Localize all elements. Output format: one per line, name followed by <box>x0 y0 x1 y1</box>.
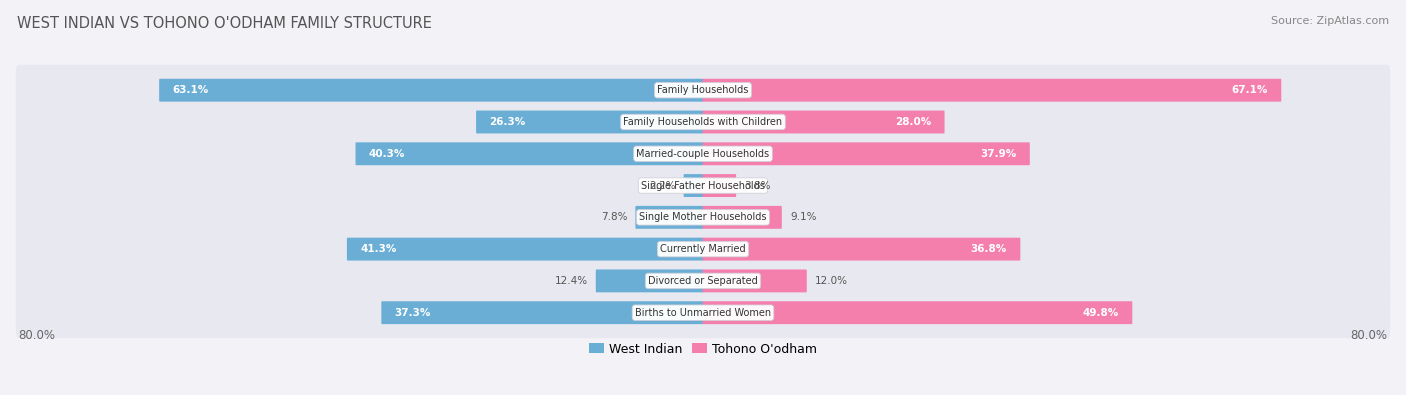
Text: 40.3%: 40.3% <box>368 149 405 159</box>
Text: Single Mother Households: Single Mother Households <box>640 213 766 222</box>
FancyBboxPatch shape <box>159 79 703 102</box>
Text: Source: ZipAtlas.com: Source: ZipAtlas.com <box>1271 16 1389 26</box>
Text: 80.0%: 80.0% <box>1351 329 1388 342</box>
Legend: West Indian, Tohono O'odham: West Indian, Tohono O'odham <box>589 342 817 356</box>
FancyBboxPatch shape <box>15 96 1391 147</box>
Text: 28.0%: 28.0% <box>896 117 931 127</box>
Text: Divorced or Separated: Divorced or Separated <box>648 276 758 286</box>
Text: 7.8%: 7.8% <box>600 213 627 222</box>
Text: 12.0%: 12.0% <box>815 276 848 286</box>
Text: 37.9%: 37.9% <box>980 149 1017 159</box>
FancyBboxPatch shape <box>381 301 703 324</box>
Text: 80.0%: 80.0% <box>18 329 55 342</box>
FancyBboxPatch shape <box>347 238 703 261</box>
FancyBboxPatch shape <box>15 65 1391 116</box>
Text: Family Households: Family Households <box>658 85 748 95</box>
FancyBboxPatch shape <box>703 238 1021 261</box>
FancyBboxPatch shape <box>596 269 703 292</box>
Text: Births to Unmarried Women: Births to Unmarried Women <box>636 308 770 318</box>
Text: 41.3%: 41.3% <box>360 244 396 254</box>
Text: Married-couple Households: Married-couple Households <box>637 149 769 159</box>
FancyBboxPatch shape <box>703 206 782 229</box>
FancyBboxPatch shape <box>703 174 737 197</box>
Text: 49.8%: 49.8% <box>1083 308 1119 318</box>
Text: Single Father Households: Single Father Households <box>641 181 765 190</box>
FancyBboxPatch shape <box>15 192 1391 243</box>
Text: 2.2%: 2.2% <box>650 181 675 190</box>
FancyBboxPatch shape <box>636 206 703 229</box>
FancyBboxPatch shape <box>703 79 1281 102</box>
Text: 12.4%: 12.4% <box>554 276 588 286</box>
Text: WEST INDIAN VS TOHONO O'ODHAM FAMILY STRUCTURE: WEST INDIAN VS TOHONO O'ODHAM FAMILY STR… <box>17 16 432 31</box>
FancyBboxPatch shape <box>356 142 703 165</box>
FancyBboxPatch shape <box>703 301 1132 324</box>
Text: 37.3%: 37.3% <box>395 308 432 318</box>
FancyBboxPatch shape <box>477 111 703 134</box>
FancyBboxPatch shape <box>703 269 807 292</box>
FancyBboxPatch shape <box>15 224 1391 275</box>
Text: 36.8%: 36.8% <box>970 244 1007 254</box>
Text: 3.8%: 3.8% <box>744 181 770 190</box>
FancyBboxPatch shape <box>703 142 1029 165</box>
FancyBboxPatch shape <box>683 174 703 197</box>
FancyBboxPatch shape <box>703 111 945 134</box>
FancyBboxPatch shape <box>15 287 1391 338</box>
Text: Family Households with Children: Family Households with Children <box>623 117 783 127</box>
FancyBboxPatch shape <box>15 128 1391 179</box>
FancyBboxPatch shape <box>15 160 1391 211</box>
Text: Currently Married: Currently Married <box>661 244 745 254</box>
Text: 26.3%: 26.3% <box>489 117 526 127</box>
FancyBboxPatch shape <box>15 256 1391 307</box>
Text: 63.1%: 63.1% <box>173 85 208 95</box>
Text: 9.1%: 9.1% <box>790 213 817 222</box>
Text: 67.1%: 67.1% <box>1232 85 1268 95</box>
